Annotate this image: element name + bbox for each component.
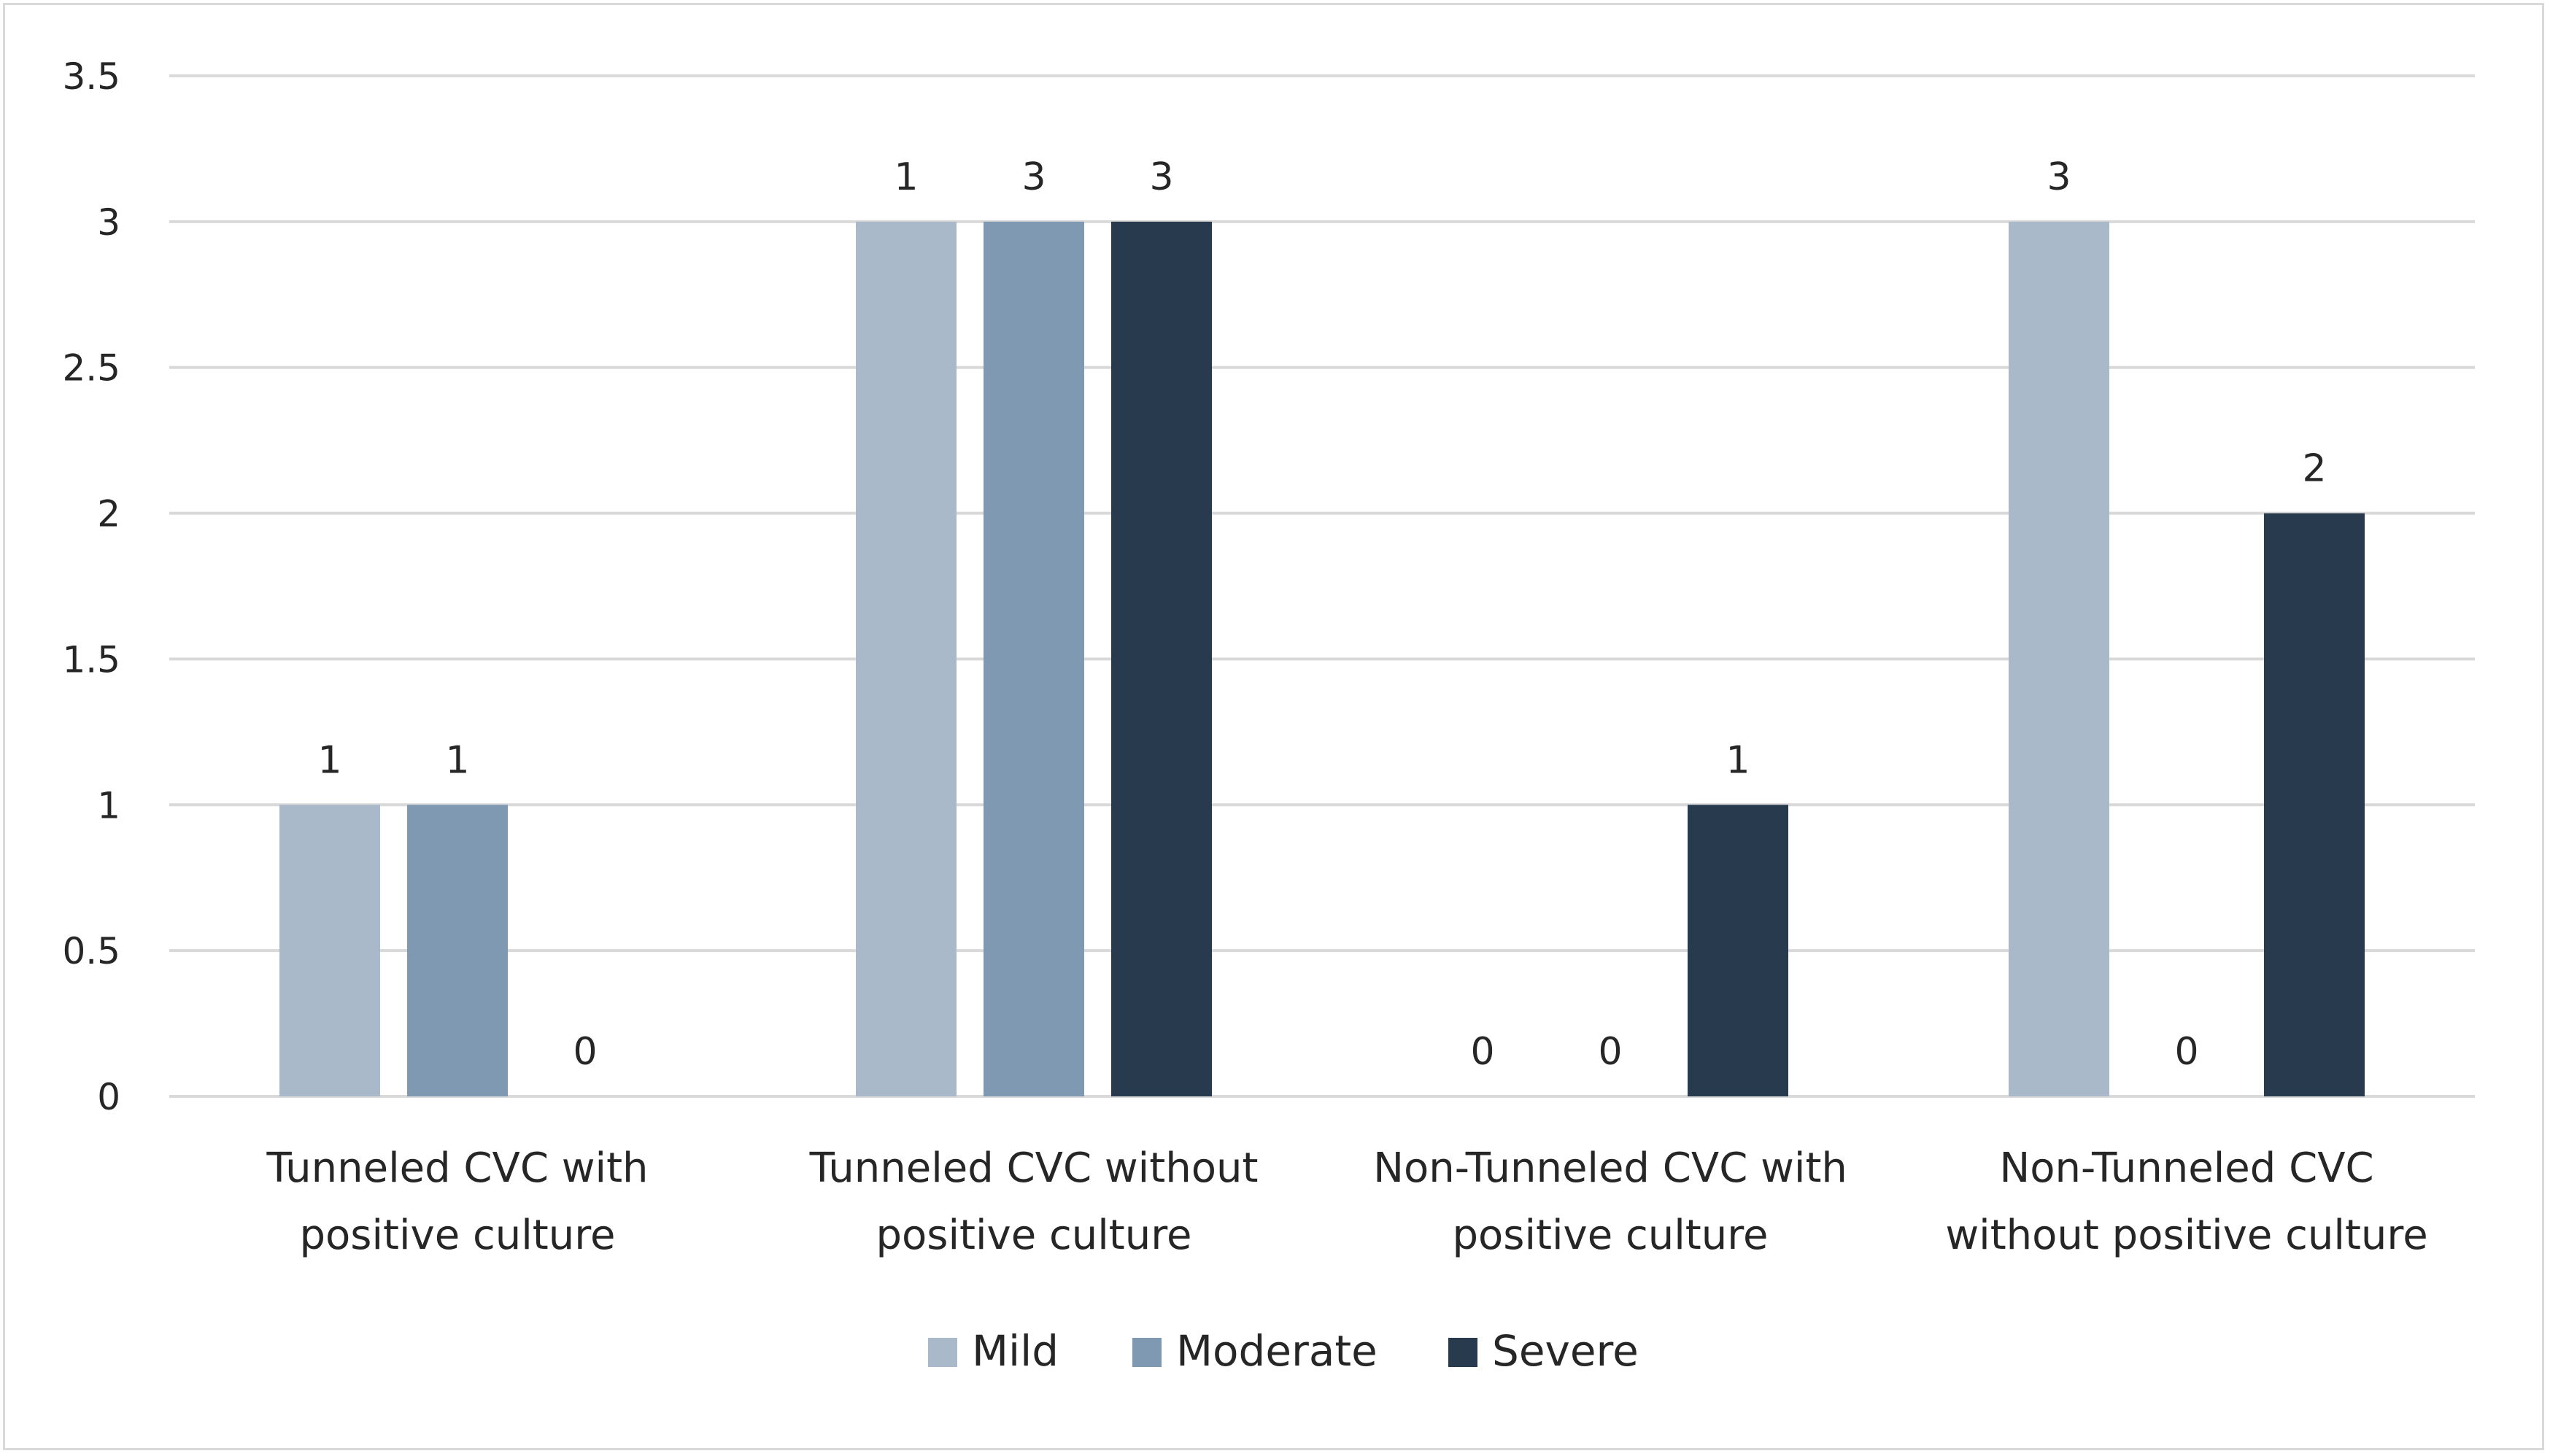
gridlines — [169, 74, 2475, 1098]
data-label: 0 — [1470, 1030, 1494, 1074]
chart-frame — [3, 3, 2544, 1450]
category-label: positive culture — [300, 1212, 616, 1259]
legend-swatch — [928, 1338, 957, 1367]
data-label: 0 — [573, 1030, 597, 1074]
x-axis-categories: Tunneled CVC with positive culture Tunnele… — [266, 1145, 2427, 1259]
y-tick-label: 2 — [97, 493, 120, 535]
data-label: 3 — [2047, 155, 2071, 199]
legend-label: Severe — [1492, 1326, 1639, 1376]
legend-swatch — [1132, 1338, 1162, 1367]
data-label: 2 — [2302, 447, 2326, 491]
category-label: Non-Tunneled CVC — [1999, 1145, 2373, 1192]
bar-mild — [2009, 221, 2109, 1096]
bar-severe — [1688, 805, 1788, 1096]
legend: Mild Moderate Severe — [928, 1326, 1639, 1376]
data-label: 1 — [445, 738, 469, 782]
y-tick-label: 1 — [97, 784, 120, 826]
y-tick-label: 0 — [97, 1076, 120, 1118]
y-tick-label: 0.5 — [62, 930, 120, 972]
bar-mild — [279, 805, 380, 1096]
data-label: 3 — [1149, 155, 1173, 199]
y-tick-label: 3.5 — [62, 55, 120, 98]
legend-label: Mild — [972, 1326, 1059, 1376]
category-label: without positive culture — [1945, 1212, 2427, 1259]
y-tick-label: 3 — [97, 201, 120, 244]
y-axis-ticks: 0 0.5 1 1.5 2 2.5 3 3.5 — [62, 55, 120, 1118]
bar-severe — [2264, 513, 2365, 1096]
bar-moderate — [984, 221, 1084, 1096]
bar-severe — [1111, 221, 1212, 1096]
category-label: Tunneled CVC without — [809, 1145, 1259, 1192]
y-tick-label: 1.5 — [62, 638, 120, 681]
bar-moderate — [407, 805, 508, 1096]
data-label: 1 — [894, 155, 918, 199]
data-label: 0 — [1598, 1030, 1622, 1074]
data-label: 0 — [2174, 1030, 2198, 1074]
y-tick-label: 2.5 — [62, 347, 120, 390]
category-label: positive culture — [876, 1212, 1192, 1259]
category-label: Tunneled CVC with — [266, 1145, 648, 1192]
data-label: 3 — [1021, 155, 1046, 199]
category-label: positive culture — [1453, 1212, 1769, 1259]
legend-label: Moderate — [1176, 1326, 1378, 1376]
bar-mild — [856, 221, 957, 1096]
legend-swatch — [1448, 1338, 1477, 1367]
data-label: 1 — [317, 738, 341, 782]
data-label: 1 — [1726, 738, 1750, 782]
data-labels: 1 1 0 1 3 3 0 0 1 3 0 2 — [317, 155, 2326, 1074]
category-label: Non-Tunneled CVC with — [1373, 1145, 1847, 1192]
bars — [279, 221, 2365, 1096]
